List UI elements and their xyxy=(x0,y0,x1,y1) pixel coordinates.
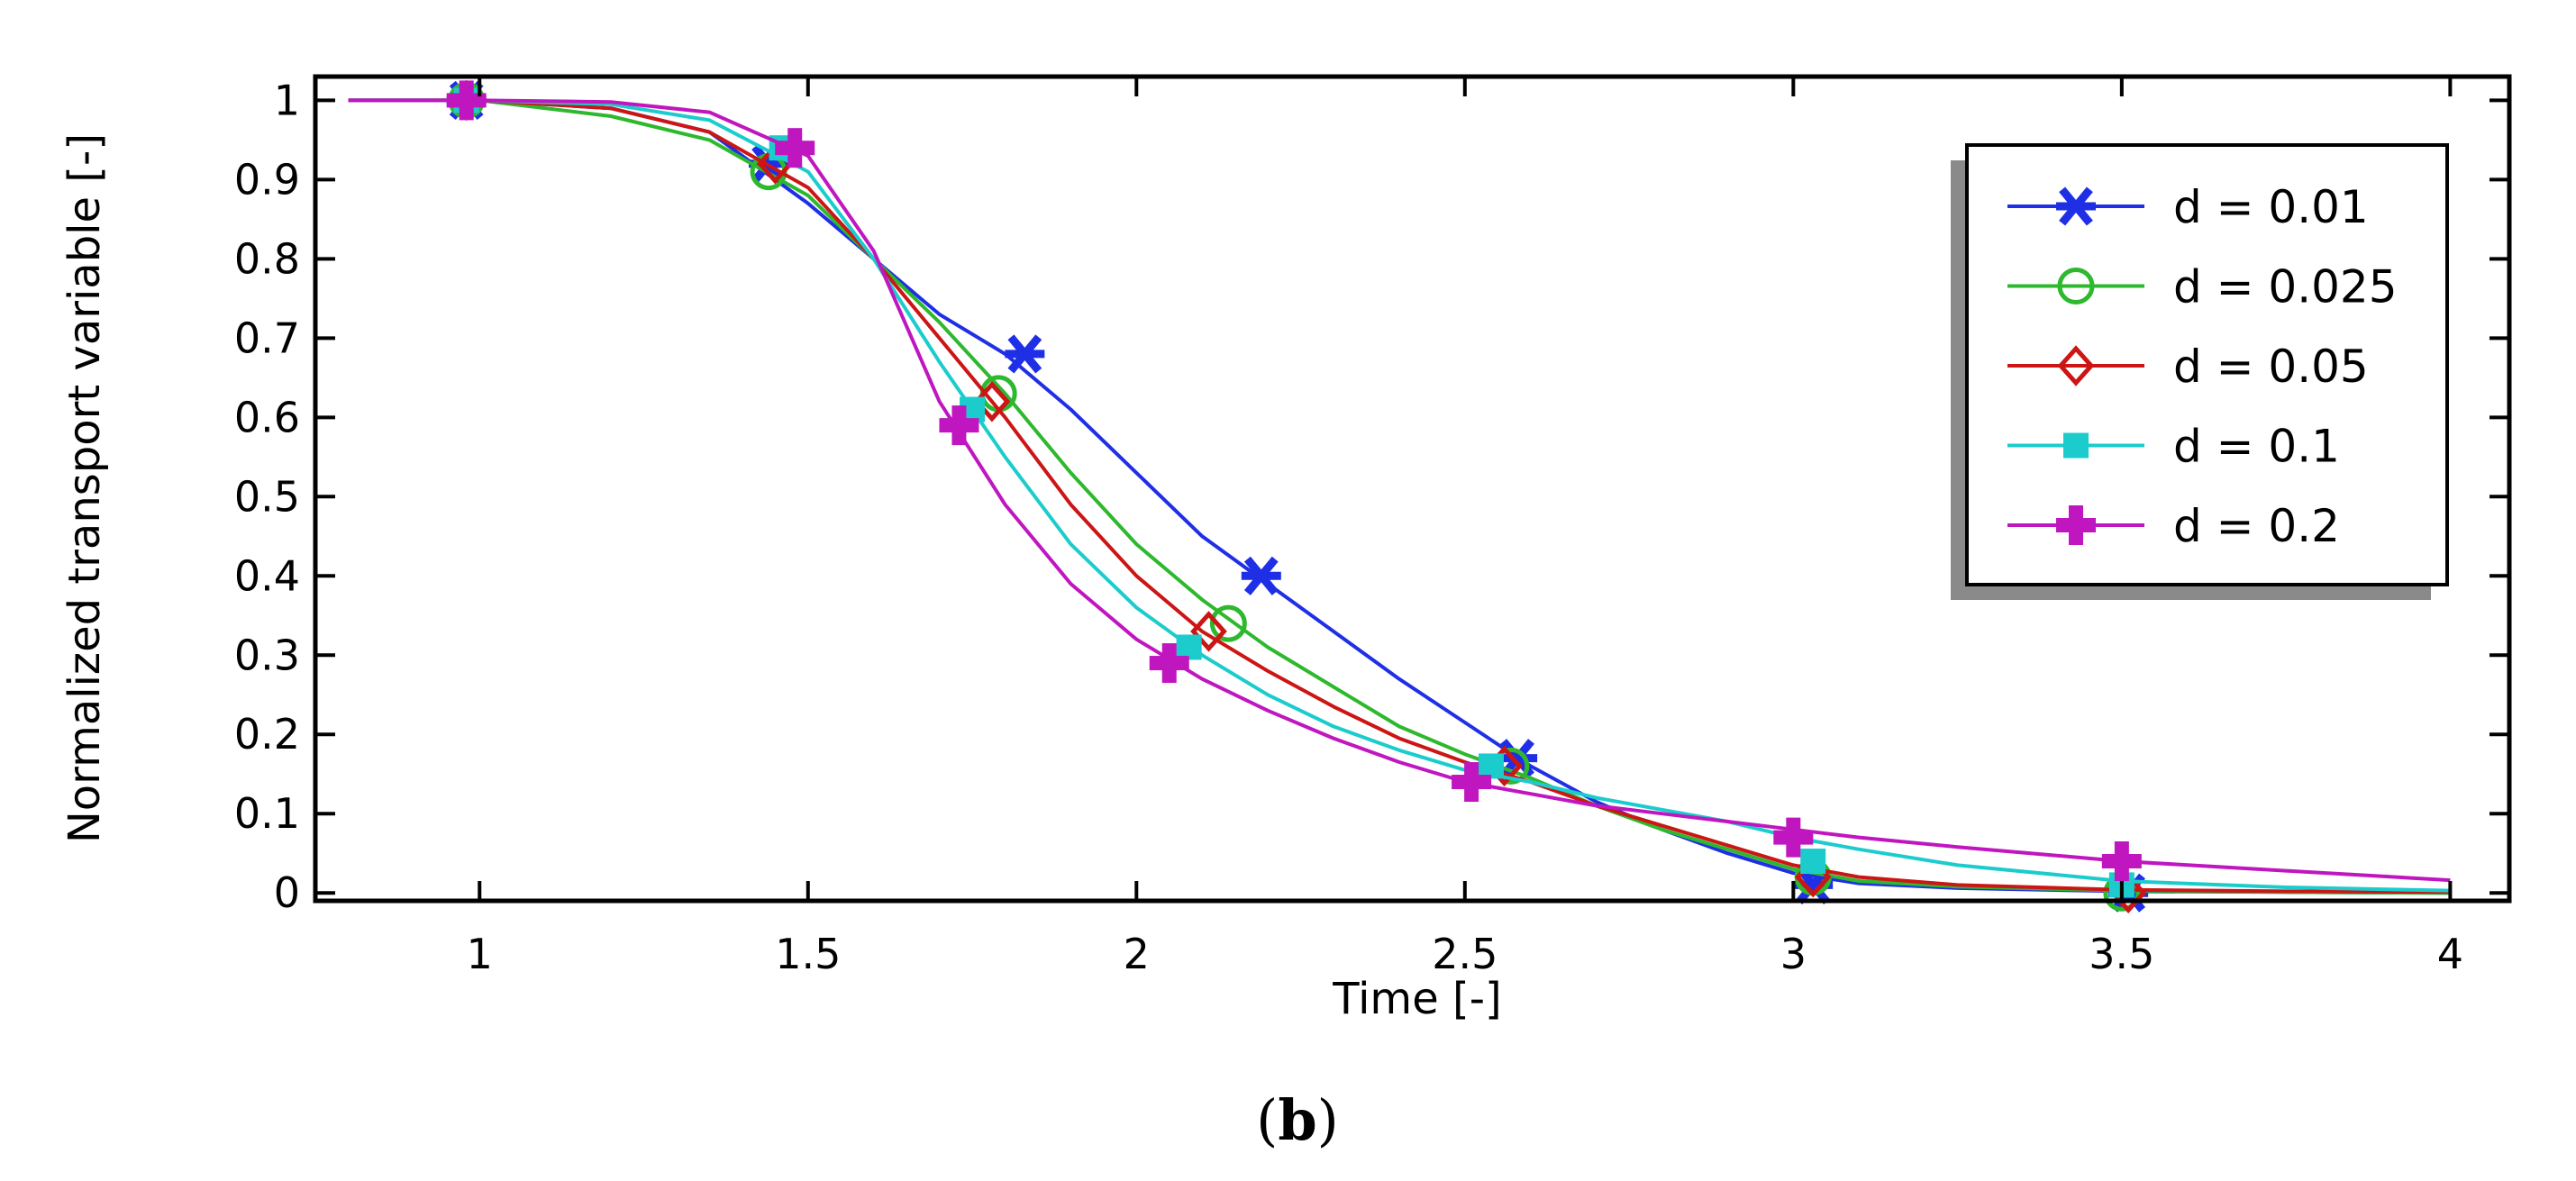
legend-items: d = 0.01 d = 0.025 d = 0.05 d = 0.1 d = 0.2 xyxy=(2007,181,2398,552)
legend-item: d = 0.01 xyxy=(2007,181,2369,233)
y-tick-label: 0.4 xyxy=(234,551,300,600)
data-point-shape xyxy=(459,80,474,121)
legend-marker xyxy=(2056,186,2096,226)
data-point xyxy=(1452,762,1492,803)
data-point xyxy=(1241,556,1281,595)
data-point xyxy=(1190,611,1227,652)
data-point xyxy=(973,380,1011,422)
data-point xyxy=(1149,643,1189,684)
data-point-stroke xyxy=(1007,334,1042,374)
legend-label: d = 0.05 xyxy=(2173,341,2369,393)
figure-caption: (b) xyxy=(1256,1087,1339,1153)
legend-label: d = 0.025 xyxy=(2173,261,2398,313)
y-tick-label: 0.8 xyxy=(234,234,300,283)
series-line xyxy=(348,98,2451,895)
data-point-shape xyxy=(1464,762,1479,803)
series-line xyxy=(348,98,2451,893)
legend-item: d = 0.05 xyxy=(2007,341,2369,393)
legend-label: d = 0.2 xyxy=(2173,500,2340,552)
series-layer xyxy=(348,79,2451,913)
data-point xyxy=(1773,817,1814,858)
legend-marker xyxy=(2063,432,2089,459)
caption-letter: b xyxy=(1278,1087,1316,1153)
data-point-shape xyxy=(787,128,803,168)
legend-marker-shape xyxy=(2069,505,2083,545)
legend-item: d = 0.025 xyxy=(2007,261,2398,313)
y-tick-label: 0.5 xyxy=(234,472,300,521)
data-point xyxy=(939,405,979,446)
data-point-shape xyxy=(1161,643,1177,684)
legend-marker xyxy=(2057,268,2095,304)
x-tick-label: 1.5 xyxy=(775,930,841,978)
data-point-shape xyxy=(1176,634,1202,660)
y-tick-label: 0.9 xyxy=(234,155,300,204)
series-line xyxy=(348,98,2451,883)
legend-marker-shape xyxy=(2057,345,2095,386)
data-point xyxy=(446,80,487,121)
x-axis-title: Time [-] xyxy=(1332,974,1502,1024)
data-point-shape xyxy=(1800,849,1826,875)
data-point xyxy=(1800,849,1826,875)
data-point xyxy=(1478,753,1504,779)
data-point xyxy=(1209,604,1247,642)
plot-frame xyxy=(313,74,2512,904)
x-tick-label: 3 xyxy=(1780,930,1807,978)
legend-label: d = 0.1 xyxy=(2173,421,2340,473)
y-tick-label: 1 xyxy=(274,76,300,124)
y-axis-title: Normalized transport variable [-] xyxy=(59,133,110,843)
data-point-shape xyxy=(1786,817,1801,858)
y-tick-label: 0.7 xyxy=(234,313,300,362)
data-point-stroke xyxy=(1243,556,1279,595)
x-tick-label: 3.5 xyxy=(2089,930,2154,978)
data-point xyxy=(2101,841,2142,882)
caption-close-paren: ) xyxy=(1317,1087,1339,1153)
data-point-shape xyxy=(1209,604,1247,642)
legend-marker xyxy=(2057,345,2095,386)
data-point-shape xyxy=(1478,753,1504,779)
legend: d = 0.01 d = 0.025 d = 0.05 d = 0.1 d = 0.2 xyxy=(1951,143,2449,600)
y-tick-label: 0.1 xyxy=(234,789,300,838)
legend-marker-stroke xyxy=(2059,186,2093,226)
series-line xyxy=(348,98,2451,895)
legend-marker xyxy=(2056,505,2096,545)
legend-marker-shape xyxy=(2063,432,2089,459)
legend-label: d = 0.01 xyxy=(2173,181,2369,233)
x-tick-label: 2 xyxy=(1124,930,1150,978)
legend-marker-shape xyxy=(2057,268,2095,304)
x-tick-label: 4 xyxy=(2437,930,2463,978)
y-tick-label: 0.3 xyxy=(234,631,300,679)
x-tick-label: 1 xyxy=(467,930,493,978)
series-line xyxy=(348,98,2451,895)
data-point-shape xyxy=(951,405,967,446)
x-tick-label: 2.5 xyxy=(1432,930,1497,978)
legend-item: d = 0.2 xyxy=(2007,500,2340,552)
y-tick-label: 0 xyxy=(274,868,300,917)
data-point-shape xyxy=(973,380,1011,422)
data-point xyxy=(775,128,815,168)
data-point-shape xyxy=(2114,841,2129,882)
series-5 xyxy=(348,80,2451,883)
y-tick-label: 0.2 xyxy=(234,710,300,759)
y-tick-label: 0.6 xyxy=(234,393,300,441)
ticks-layer: 1 1.5 2 2.5 3 3.5 4 0 0.1 0.2 0.3 0.4 0.5 0.6 0.7 0.8 0.… xyxy=(234,76,2509,978)
legend-item: d = 0.1 xyxy=(2007,421,2340,473)
data-point-shape xyxy=(1190,611,1227,652)
data-point xyxy=(1176,634,1202,660)
data-point xyxy=(1005,334,1045,374)
caption-open-paren: ( xyxy=(1256,1087,1278,1153)
